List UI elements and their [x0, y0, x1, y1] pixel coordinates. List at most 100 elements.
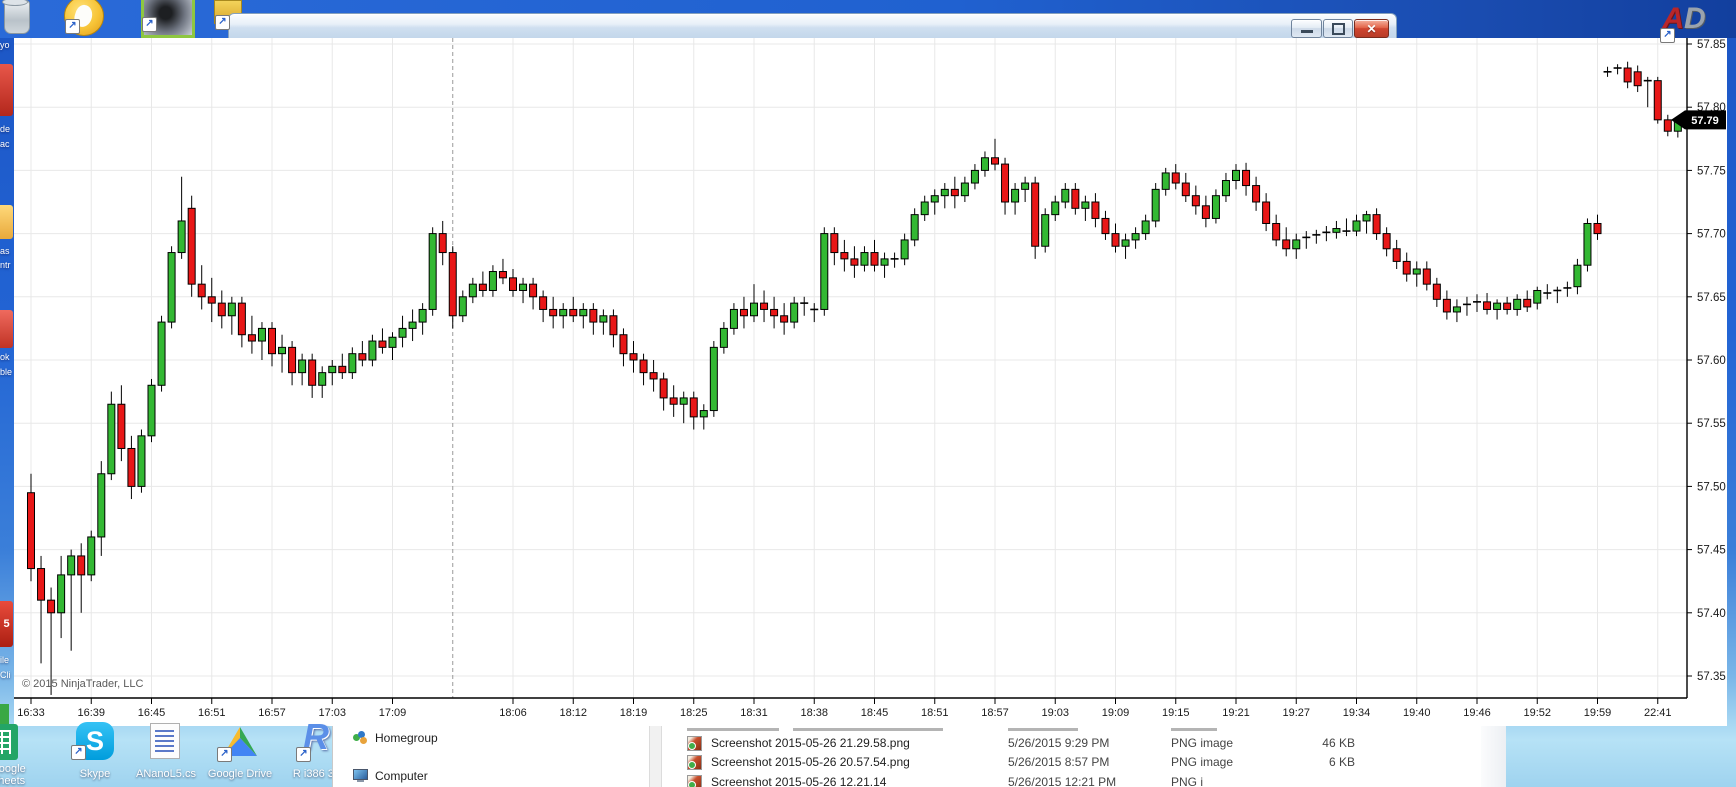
svg-text:16:33: 16:33 — [17, 707, 45, 719]
nav-label: Homegroup — [375, 731, 438, 745]
desktop-edge-label-fragment: as — [0, 246, 10, 256]
file-type: PNG image — [1171, 736, 1234, 750]
svg-text:18:25: 18:25 — [680, 707, 708, 719]
clipped-file-row-fragment — [793, 728, 943, 731]
svg-text:18:19: 18:19 — [620, 707, 648, 719]
desktop-edge-label-fragment: ac — [0, 139, 10, 149]
google-sheets-icon[interactable] — [0, 724, 18, 760]
svg-text:57.55: 57.55 — [1697, 418, 1726, 430]
file-name: Screenshot 2015-05-26 12.21.14 — [711, 775, 887, 787]
file-type: PNG image — [1171, 755, 1234, 769]
svg-text:57.40: 57.40 — [1697, 608, 1726, 620]
desktop-edge-icon-green — [0, 704, 9, 724]
maximize-button[interactable] — [1323, 19, 1353, 38]
svg-text:18:06: 18:06 — [499, 707, 527, 719]
png-file-icon — [687, 736, 702, 751]
svg-text:19:46: 19:46 — [1463, 707, 1491, 719]
png-file-icon — [687, 775, 702, 787]
ad-letter-a: A — [1662, 2, 1684, 35]
file-size: 46 KB — [1322, 736, 1355, 750]
minimize-button[interactable] — [1291, 19, 1322, 38]
shortcut-arrow-icon: ↗ — [65, 19, 80, 34]
doc-lines-art — [155, 730, 174, 752]
shortcut-arrow-icon: ↗ — [71, 745, 86, 760]
svg-text:19:34: 19:34 — [1343, 707, 1371, 719]
svg-text:17:03: 17:03 — [318, 707, 346, 719]
file-date: 5/26/2015 9:29 PM — [1008, 736, 1110, 750]
svg-text:57.35: 57.35 — [1697, 671, 1726, 683]
file-type: PNG i — [1171, 775, 1204, 787]
shortcut-arrow-icon: ↗ — [1660, 28, 1675, 43]
svg-text:57.60: 57.60 — [1697, 355, 1726, 367]
desktop-edge-label-fragment: ok — [0, 352, 10, 362]
desktop-icon-label: R i386 3.1 — [292, 768, 344, 780]
desktop-edge-label-fragment: ntr — [0, 260, 11, 270]
svg-text:19:21: 19:21 — [1222, 707, 1250, 719]
sidebar-item-computer[interactable]: Computer — [353, 769, 428, 785]
desktop-edge-label-fragment: Cli — [0, 670, 11, 680]
recycle-bin-rim-icon — [2, 0, 28, 6]
svg-text:18:45: 18:45 — [861, 707, 889, 719]
svg-text:57.85: 57.85 — [1697, 39, 1726, 51]
desktop-edge-icon-red: 5 — [0, 601, 13, 647]
png-file-icon — [687, 755, 702, 770]
desktop-edge-label-fragment: ile — [0, 655, 10, 665]
svg-text:16:39: 16:39 — [77, 707, 105, 719]
shortcut-arrow-icon: ↗ — [217, 747, 232, 762]
desktop-icon-label: Google Drive — [207, 768, 273, 780]
svg-text:16:45: 16:45 — [138, 707, 166, 719]
nav-label: Computer — [375, 769, 428, 783]
clipped-file-row-fragment — [687, 728, 779, 731]
desktop-edge-label-fragment: ble — [0, 367, 13, 377]
svg-text:18:38: 18:38 — [800, 707, 828, 719]
svg-text:57.75: 57.75 — [1697, 165, 1726, 177]
svg-text:18:57: 18:57 — [981, 707, 1009, 719]
desktop-icon-label: GoogleSheets — [0, 763, 26, 787]
svg-text:19:03: 19:03 — [1041, 707, 1069, 719]
chart-copyright: © 2015 NinjaTrader, LLC — [22, 678, 144, 690]
svg-text:57.79: 57.79 — [1691, 115, 1719, 127]
desktop-edge-icon-red — [0, 64, 13, 116]
desktop-icon-label: ANanoL5.cs — [136, 768, 196, 780]
svg-text:18:51: 18:51 — [921, 707, 949, 719]
candlestick-chart-canvas[interactable]: 57.8557.8057.7557.7057.6557.6057.5557.50… — [14, 38, 1727, 726]
svg-text:19:52: 19:52 — [1523, 707, 1551, 719]
file-name: Screenshot 2015-05-26 20.57.54.png — [711, 755, 910, 769]
desktop-app-icon-ad[interactable]: AD — [1658, 0, 1710, 42]
ad-letter-d: D — [1684, 2, 1706, 35]
desktop-edge-label-fragment: yo — [0, 40, 10, 50]
svg-text:19:27: 19:27 — [1282, 707, 1310, 719]
close-icon: ✕ — [1366, 22, 1377, 36]
shortcut-arrow-icon: ↗ — [215, 15, 230, 30]
desktop-icon-label: Skype — [79, 768, 111, 780]
shortcut-arrow-icon: ↗ — [142, 17, 157, 32]
ninjatrader-chart-window: 57.85 57.80 57.75 57.70 57.65 57.60 57.55 57.50… — [14, 38, 1727, 726]
code-file-icon[interactable] — [150, 723, 180, 759]
sidebar-item-homegroup[interactable]: Homegroup — [353, 731, 438, 747]
svg-text:16:57: 16:57 — [258, 707, 286, 719]
svg-text:19:09: 19:09 — [1102, 707, 1130, 719]
desktop-edge-icon-red — [0, 310, 13, 348]
file-explorer-window: Homegroup Computer Screenshot 2015-05-26… — [332, 726, 1506, 787]
svg-text:19:40: 19:40 — [1403, 707, 1431, 719]
sheets-grid-art — [0, 730, 11, 754]
desktop-edge-icon-folder — [0, 205, 13, 239]
svg-text:18:31: 18:31 — [740, 707, 768, 719]
table-row[interactable]: Screenshot 2015-05-26 20.57.54.png 5/26/… — [673, 753, 1473, 771]
svg-text:16:51: 16:51 — [198, 707, 226, 719]
explorer-right-scrollbar[interactable] — [1481, 726, 1506, 787]
svg-text:57.65: 57.65 — [1697, 292, 1726, 304]
desktop-edge-label-fragment: de — [0, 124, 11, 134]
maximize-icon — [1331, 23, 1345, 35]
svg-text:57.70: 57.70 — [1697, 229, 1726, 241]
file-date: 5/26/2015 8:57 PM — [1008, 755, 1110, 769]
nav-pane-scrollbar[interactable] — [649, 726, 662, 787]
window-title-bar[interactable]: ✕ — [228, 13, 1397, 39]
svg-text:22:41: 22:41 — [1644, 707, 1672, 719]
file-size: 6 KB — [1328, 755, 1355, 769]
table-row[interactable]: Screenshot 2015-05-26 12.21.14 5/26/2015… — [673, 773, 1473, 787]
close-button[interactable]: ✕ — [1354, 19, 1389, 38]
table-row[interactable]: Screenshot 2015-05-26 21.29.58.png 5/26/… — [673, 734, 1473, 752]
svg-text:57.50: 57.50 — [1697, 481, 1726, 493]
file-name: Screenshot 2015-05-26 21.29.58.png — [711, 736, 910, 750]
